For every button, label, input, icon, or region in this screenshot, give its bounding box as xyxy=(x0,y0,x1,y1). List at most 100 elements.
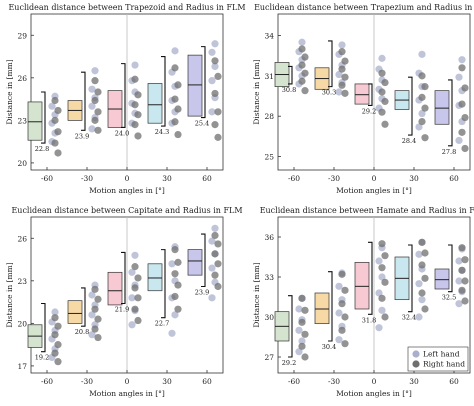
annotation-label: 31.8 xyxy=(362,316,376,324)
right-hand-point xyxy=(338,300,346,308)
left-hand-point xyxy=(128,294,136,302)
right-hand-point xyxy=(94,295,102,303)
right-hand-point xyxy=(421,249,429,257)
right-hand-point xyxy=(338,48,346,56)
right-hand-point xyxy=(131,121,139,129)
right-hand-point xyxy=(341,286,349,294)
left-hand-point xyxy=(375,324,383,332)
right-hand-point xyxy=(91,285,99,293)
right-hand-point xyxy=(91,325,99,333)
x-tick-label: 0 xyxy=(125,377,130,386)
right-hand-point xyxy=(301,353,309,361)
box-60 xyxy=(434,268,450,290)
right-hand-point xyxy=(171,95,179,103)
spread-bracket xyxy=(41,91,46,144)
left-hand-point xyxy=(88,311,96,319)
left-hand-point xyxy=(88,125,96,133)
right-hand-point xyxy=(91,116,99,124)
right-hand-point xyxy=(214,260,222,268)
y-tick-label: 29 xyxy=(17,31,27,40)
spread-bracket xyxy=(328,271,333,342)
x-tick-label: 60 xyxy=(449,377,459,386)
box--60 xyxy=(27,101,43,141)
right-hand-point xyxy=(378,108,386,116)
spread-bracket xyxy=(328,40,333,88)
y-tick-label: 23 xyxy=(17,116,27,125)
annotation-label: 28.4 xyxy=(402,137,416,145)
right-hand-point xyxy=(131,263,139,271)
box-0 xyxy=(354,261,370,310)
right-hand-point xyxy=(378,240,386,248)
left-hand-point xyxy=(378,306,386,314)
annotation-label: 20.8 xyxy=(75,328,89,336)
box-60 xyxy=(187,54,203,117)
x-axis-label: Motion angles in [°] xyxy=(89,186,165,195)
right-hand-point xyxy=(214,240,222,248)
right-hand-point xyxy=(378,294,386,302)
right-hand-point xyxy=(214,72,222,80)
right-hand-point xyxy=(54,322,62,330)
right-hand-point xyxy=(458,244,466,252)
right-hand-point xyxy=(54,149,62,157)
right-hand-point xyxy=(458,266,466,274)
right-hand-point xyxy=(51,139,59,147)
right-hand-point xyxy=(298,77,306,85)
right-hand-point xyxy=(338,65,346,73)
right-hand-point xyxy=(381,252,389,260)
y-tick-label: 28 xyxy=(264,112,274,121)
left-hand-point xyxy=(335,336,343,344)
x-tick-label: -30 xyxy=(81,174,93,183)
spread-bracket xyxy=(288,295,293,358)
left-hand-point xyxy=(208,294,216,302)
left-hand-point xyxy=(295,305,303,313)
left-hand-point xyxy=(455,277,463,285)
right-hand-point xyxy=(51,96,59,105)
right-hand-point xyxy=(214,133,222,141)
x-tick-label: 60 xyxy=(202,377,212,386)
left-hand-point xyxy=(455,136,463,145)
box--30 xyxy=(314,292,330,325)
left-hand-point xyxy=(335,70,343,79)
chart-title: Euclidean distance between Capitate and … xyxy=(11,206,242,215)
right-hand-point xyxy=(461,277,469,285)
left-hand-point xyxy=(91,67,99,75)
right-hand-point xyxy=(91,77,99,85)
chart-panel-1: Euclidean distance between Trapezoid and… xyxy=(5,3,246,195)
right-hand-point xyxy=(298,61,306,69)
right-hand-point xyxy=(461,256,469,264)
annotation-label: 27.8 xyxy=(442,148,456,156)
legend-left-marker xyxy=(412,350,420,358)
right-hand-point xyxy=(381,278,389,286)
left-hand-point xyxy=(208,48,216,56)
x-tick-label: -30 xyxy=(328,174,340,183)
left-hand-point xyxy=(295,348,303,356)
right-hand-point xyxy=(54,341,62,349)
annotation-label: 21.9 xyxy=(115,306,129,314)
box-60 xyxy=(434,90,450,125)
annotation-label: 29.2 xyxy=(362,107,376,115)
right-hand-point xyxy=(301,69,309,77)
right-hand-point xyxy=(301,330,309,338)
spread-bracket xyxy=(121,251,126,305)
x-tick-label: -60 xyxy=(288,377,300,386)
y-tick-label: 20 xyxy=(17,319,27,328)
x-tick-label: -30 xyxy=(328,377,340,386)
left-hand-point xyxy=(128,321,136,329)
right-hand-point xyxy=(94,333,102,342)
left-hand-point xyxy=(378,54,386,62)
x-tick-label: -60 xyxy=(288,174,300,183)
x-tick-label: -30 xyxy=(81,377,93,386)
y-axis-label: Distance in [mm] xyxy=(252,262,261,327)
spread-bracket xyxy=(448,79,453,147)
x-tick-label: 60 xyxy=(449,174,459,183)
box-30 xyxy=(147,83,163,124)
annotation-label: 22.8 xyxy=(35,145,49,153)
annotation-label: 25.4 xyxy=(195,120,209,128)
right-hand-point xyxy=(338,326,346,334)
right-hand-point xyxy=(341,313,349,321)
spread-bracket xyxy=(201,46,206,119)
right-hand-point xyxy=(51,349,59,357)
spread-bracket xyxy=(448,244,453,293)
